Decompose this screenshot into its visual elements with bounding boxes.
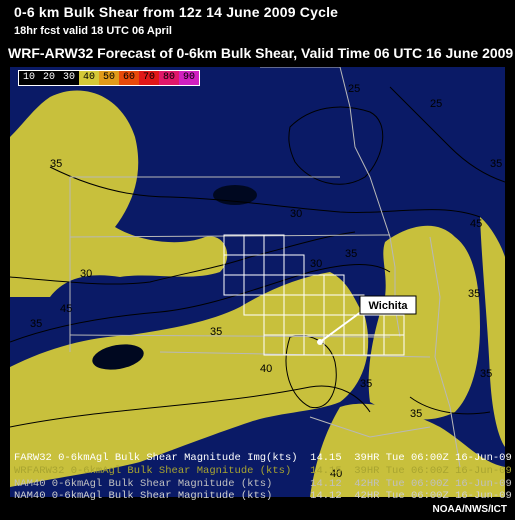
wichita-label: Wichita (368, 300, 408, 312)
contour-label-25: 25 (430, 98, 442, 110)
legend-swatch-30: 30 (59, 71, 79, 85)
contour-label-35: 35 (345, 248, 357, 260)
contour-label-45: 45 (470, 218, 482, 230)
contour-line-5 (288, 106, 384, 185)
chart-title: 0-6 km Bulk Shear from 12z 14 June 2009 … (14, 4, 339, 20)
contour-label-35: 35 (468, 288, 480, 300)
legend-swatch-80: 80 (159, 71, 179, 85)
contour-label-30: 30 (290, 208, 302, 220)
map-canvas: 25 25 30 30 30 35 35 35 35 35 35 35 35 35 40 40 45 45 Wic… (9, 66, 506, 497)
county-grid (223, 234, 405, 356)
legend-swatch-10: 10 (19, 71, 39, 85)
shear-region-east (368, 225, 480, 420)
forecast-title: WRF-ARW32 Forecast of 0-6km Bulk Shear, … (8, 45, 514, 61)
data-line-1: FARW32 0-6kmAgl Bulk Shear Magnitude Img… (14, 452, 512, 464)
shear-region-lower-left (10, 387, 90, 427)
contour-line-6 (389, 86, 506, 183)
shear-region-central (10, 272, 369, 487)
contour-line-4 (49, 166, 481, 218)
contour-label-35: 35 (410, 408, 422, 420)
contour-line-3 (9, 385, 371, 428)
credit-label: NOAA/NWS/ICT (432, 504, 507, 515)
contour-label-25: 25 (348, 83, 360, 95)
contour-label-group: 25 25 30 30 30 35 35 35 35 35 35 35 35 35 40 40 45 45 (30, 83, 502, 480)
contour-label-35: 35 (490, 158, 502, 170)
contour-label-35: 35 (50, 158, 62, 170)
contour-label-35: 35 (210, 326, 222, 338)
shear-fill-regions (10, 90, 505, 497)
legend-swatch-20: 20 (39, 71, 59, 85)
border-se (309, 416, 431, 438)
legend-swatch-90: 90 (179, 71, 199, 85)
legend-swatch-50: 50 (99, 71, 119, 85)
border-mid-1 (69, 234, 391, 238)
border-mid-2 (69, 334, 391, 338)
contour-line-2 (9, 264, 391, 343)
low-shear-pocket-2 (213, 185, 257, 205)
contour-line-1 (9, 231, 356, 285)
state-borders (69, 66, 461, 468)
shear-map: 25 25 30 30 30 35 35 35 35 35 35 35 35 35 40 40 45 45 Wic… (9, 66, 506, 497)
contour-label-30: 30 (310, 258, 322, 270)
low-shear-pockets (92, 185, 257, 370)
contour-label-30: 30 (80, 268, 92, 280)
legend-swatch-70: 70 (139, 71, 159, 85)
contour-label-40: 40 (260, 363, 272, 375)
shear-region-west (10, 90, 228, 297)
legend-swatch-60: 60 (119, 71, 139, 85)
contour-label-35: 35 (360, 378, 372, 390)
low-shear-pocket-1 (92, 344, 144, 370)
contour-label-45: 45 (60, 303, 72, 315)
shear-region-east-edge (480, 217, 505, 447)
border-east (429, 236, 461, 468)
color-legend: 10 20 30 40 50 60 70 80 90 (18, 70, 200, 86)
wichita-callout: Wichita (317, 295, 417, 345)
data-line-4: NAM40 0-6kmAgl Bulk Shear Magnitude (kts… (14, 490, 512, 502)
data-line-3: NAM40 0-6kmAgl Bulk Shear Magnitude (kts… (14, 478, 512, 490)
contour-line-8 (409, 396, 491, 415)
shear-region-south (310, 403, 505, 497)
contour-label-40: 40 (330, 468, 342, 480)
legend-swatch-40: 40 (79, 71, 99, 85)
data-line-2: WRFARW32 0-6kmAgl Bulk Shear Magnitude (… (14, 465, 512, 477)
contour-label-35: 35 (30, 318, 42, 330)
forecast-valid-subtitle: 18hr fcst valid 18 UTC 06 April (14, 25, 172, 37)
wichita-marker (317, 339, 323, 345)
contour-lines (9, 86, 506, 428)
border-river (339, 66, 401, 338)
contour-label-35: 35 (480, 368, 492, 380)
